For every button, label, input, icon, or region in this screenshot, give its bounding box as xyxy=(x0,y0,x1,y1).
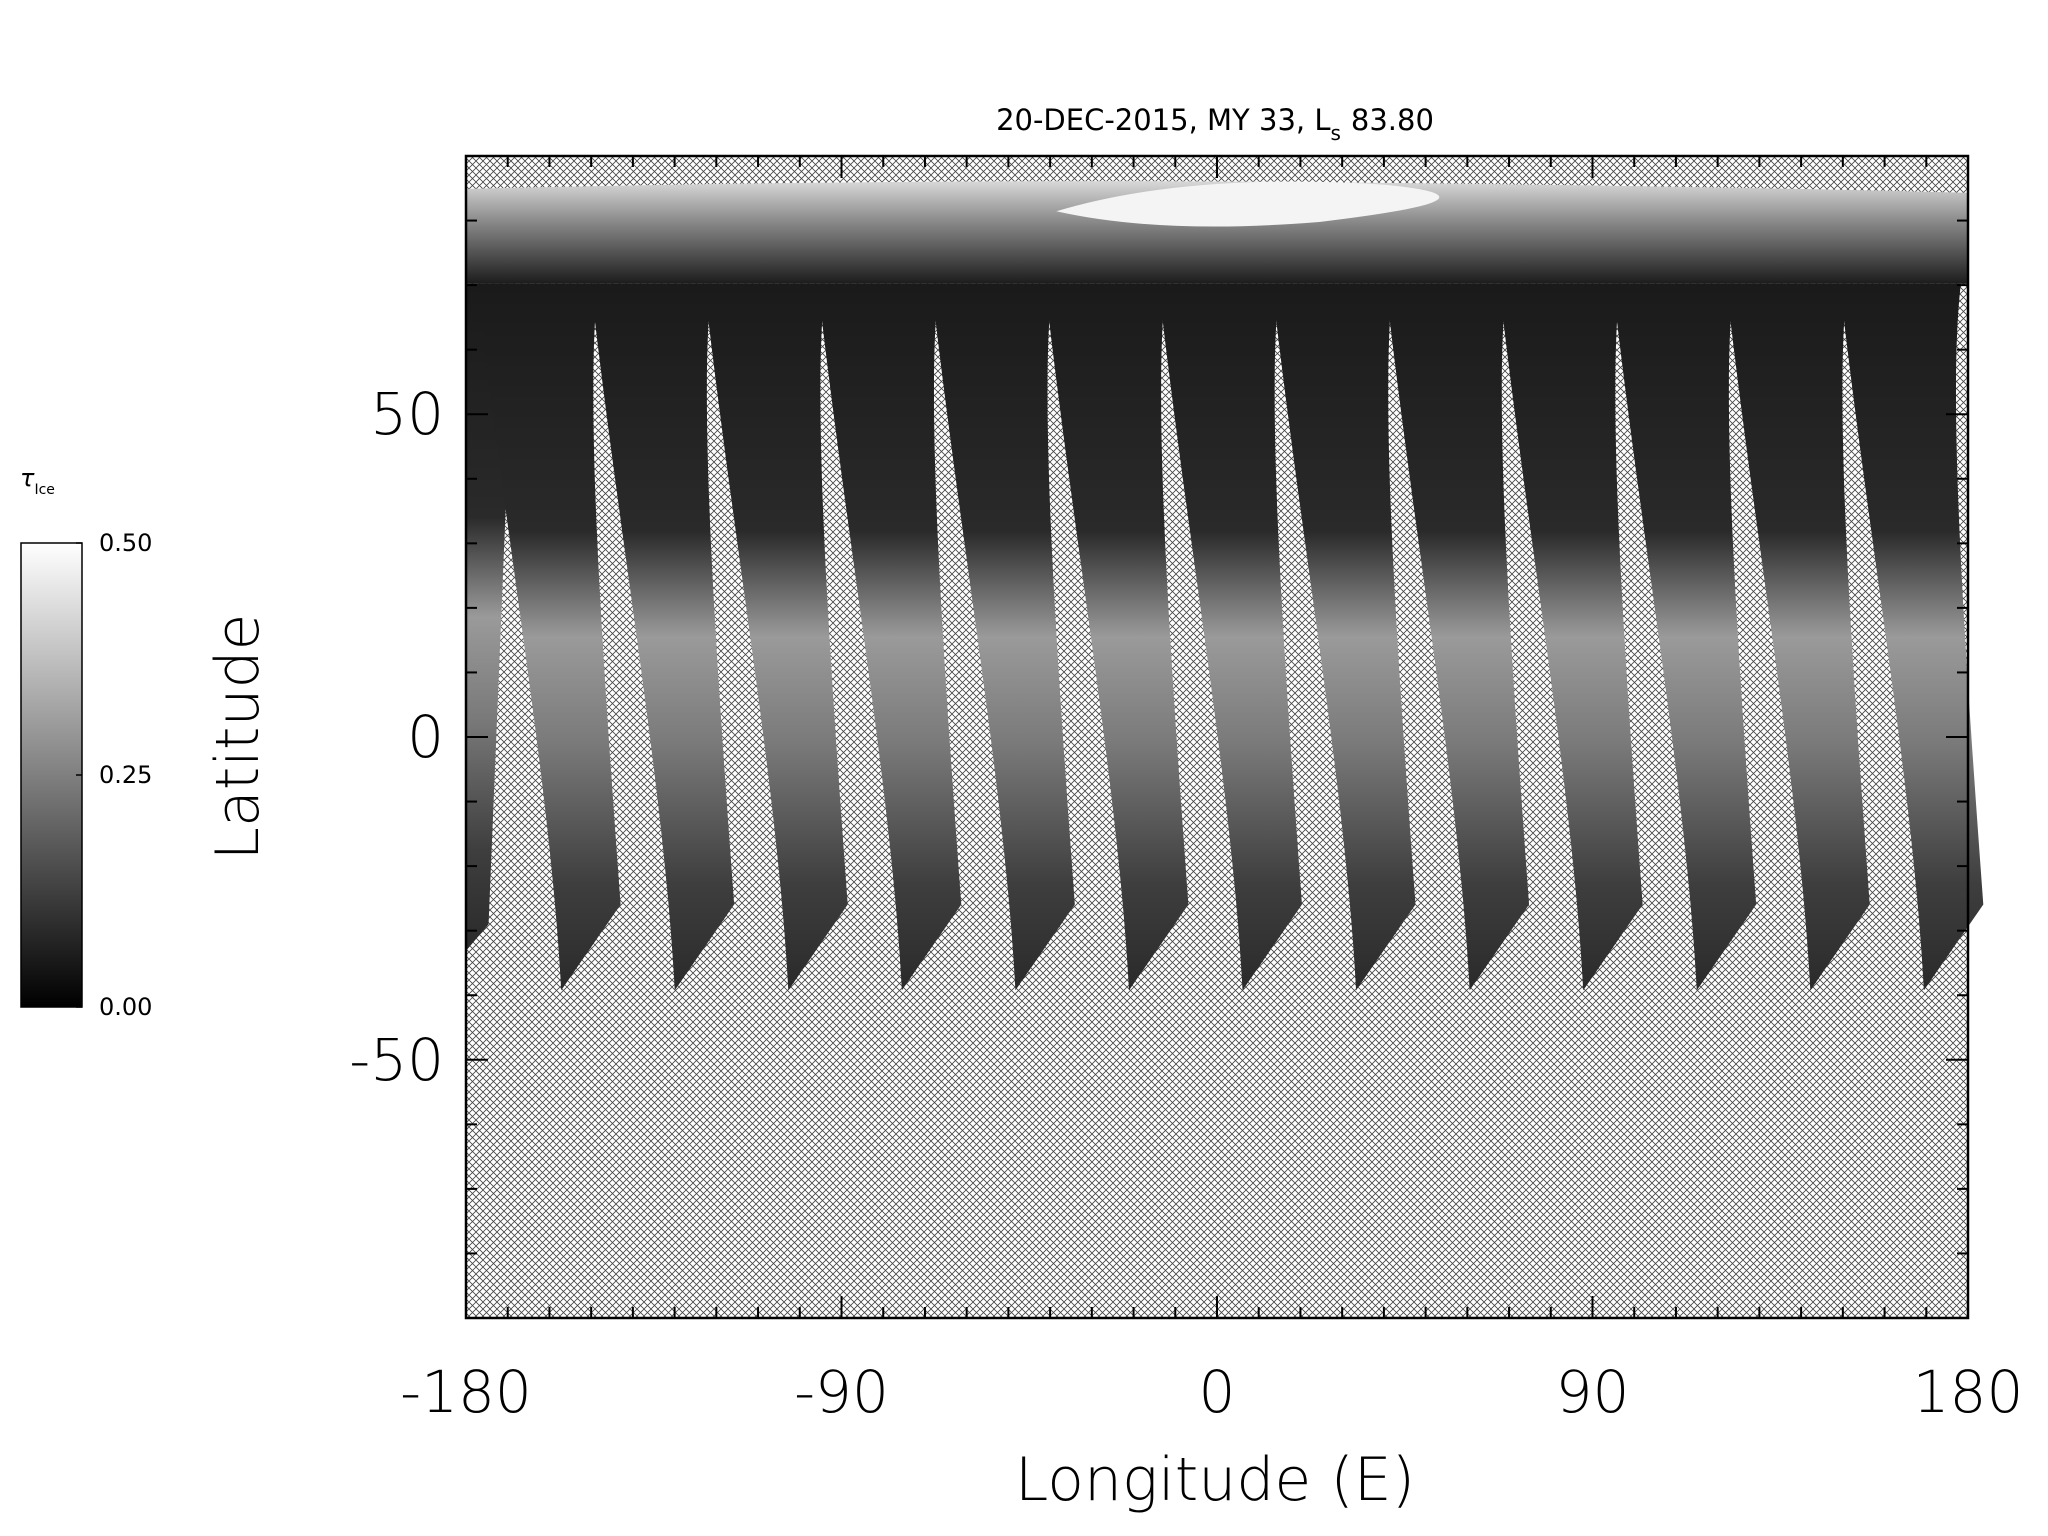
swath xyxy=(1728,283,1870,991)
swath xyxy=(819,283,962,991)
title-value: 83.80 xyxy=(1351,103,1434,137)
y-tick-label: 50 xyxy=(370,380,444,448)
swath xyxy=(706,283,848,991)
swath xyxy=(1274,283,1416,991)
swaths xyxy=(466,181,1984,991)
polar-cap xyxy=(1056,181,1440,227)
swath xyxy=(1842,283,1984,991)
swath xyxy=(592,283,735,991)
swath xyxy=(1047,283,1189,991)
x-tick-label: 0 xyxy=(1199,1358,1236,1426)
swath xyxy=(479,283,621,991)
x-tick-label: 90 xyxy=(1556,1358,1630,1426)
x-tick-label: -180 xyxy=(400,1358,532,1426)
colorbar-tick-label: 0.25 xyxy=(99,761,152,789)
colorbar-tick-label: 0.00 xyxy=(99,993,152,1021)
swath xyxy=(933,283,1075,991)
colorbar xyxy=(20,542,83,1008)
title-subscript: s xyxy=(1330,121,1340,145)
title-main: 20-DEC-2015, MY 33, L xyxy=(996,103,1330,137)
swath xyxy=(1387,283,1530,991)
polar-band xyxy=(466,181,1968,284)
x-tick-label: -90 xyxy=(794,1358,889,1426)
y-tick-label: -50 xyxy=(349,1026,444,1094)
colorbar-subscript: Ice xyxy=(34,482,54,498)
colorbar-label: τIce xyxy=(20,464,55,498)
imagery xyxy=(466,181,1984,991)
x-axis-label: Longitude (E) xyxy=(1015,1445,1415,1515)
y-tick-label: 0 xyxy=(407,703,444,771)
chart-title: 20-DEC-2015, MY 33, Ls 83.80 xyxy=(996,103,1434,145)
swath xyxy=(1614,283,1757,991)
x-tick-label: 180 xyxy=(1913,1358,2024,1426)
swath xyxy=(1501,283,1643,991)
swath xyxy=(1160,283,1302,991)
colorbar-tick-label: 0.50 xyxy=(99,529,152,557)
plot-area xyxy=(466,156,1984,1318)
y-axis-label: Latitude xyxy=(203,614,273,861)
colorbar-symbol: τ xyxy=(20,464,35,492)
